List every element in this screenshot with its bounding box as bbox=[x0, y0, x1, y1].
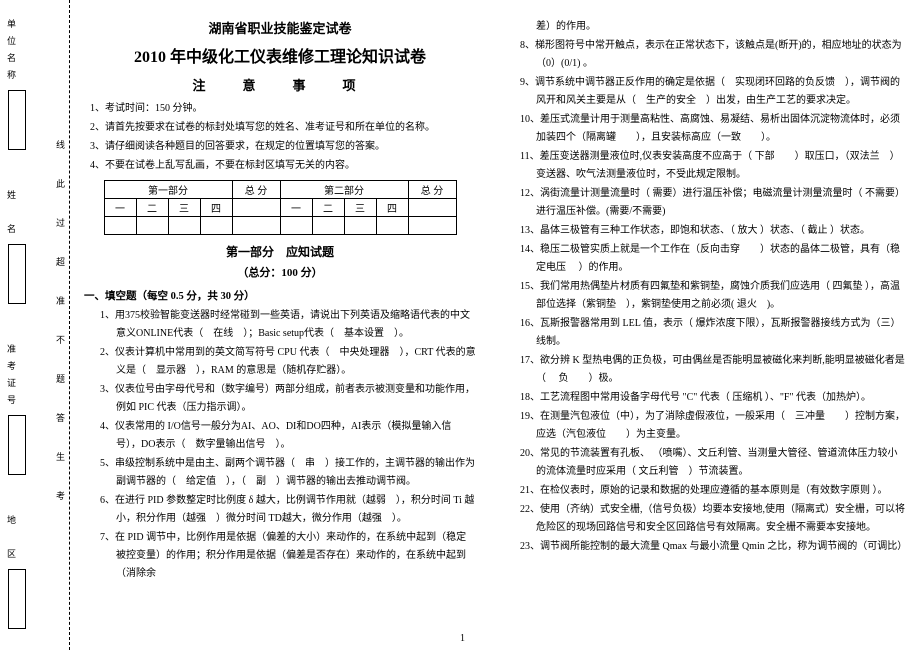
question: 9、调节系统中调节器正反作用的确定是依据（ 实现闭环回路的负反馈 ），调节阀的风… bbox=[504, 74, 906, 110]
table-cell bbox=[168, 217, 200, 235]
question-cont: 差）的作用。 bbox=[504, 18, 906, 36]
page-number: 1 bbox=[460, 633, 465, 644]
notice-title: 注 意 事 项 bbox=[84, 75, 476, 94]
table-cell: 四 bbox=[200, 199, 232, 217]
question: 19、在测量汽包液位（中），为了消除虚假液位，一般采用（ 三冲量 ）控制方案，应… bbox=[504, 408, 906, 444]
question: 12、涡街流量计测量流量时（ 需要）进行温压补偿；电磁流量计测量流量时（ 不需要… bbox=[504, 185, 906, 221]
question: 21、在检仪表时，原始的记录和数据的处理应遵循的基本原则是（有效数字原则 ）。 bbox=[504, 482, 906, 500]
score-table: 第一部分 总 分 第二部分 总 分 一 二 三 四 一 二 三 四 bbox=[104, 180, 457, 235]
margin-box bbox=[8, 415, 26, 475]
instruction: 2、请首先按要求在试卷的标封处填写您的姓名、准考证号和所在单位的名称。 bbox=[84, 119, 476, 136]
table-cell bbox=[104, 217, 136, 235]
question: 7、在 PID 调节中，比例作用是依据（偏差的大小）来动作的，在系统中起到（稳定… bbox=[84, 529, 476, 583]
question: 1、用375校验智能变送器时经常碰到一些英语，请说出下列英语及缩略语代表的中文意… bbox=[84, 307, 476, 343]
table-cell bbox=[408, 217, 456, 235]
question: 6、在进行 PID 参数整定时比例度 δ 越大，比例调节作用就（越弱 ），积分时… bbox=[84, 492, 476, 528]
question: 4、仪表常用的 I/O信号一般分为AI、AO、DI和DO四种，AI表示（模拟量输… bbox=[84, 418, 476, 454]
question: 5、串级控制系统中是由主、副两个调节器（ 串 ）接工作的，主调节器的输出作为副调… bbox=[84, 455, 476, 491]
question: 13、晶体三极管有三种工作状态，即饱和状态、（ 放大 ）状态、（ 截止 ）状态。 bbox=[504, 222, 906, 240]
right-column: 差）的作用。 8、梯形图符号中常开触点，表示在正常状态下，该触点是(断开)的，相… bbox=[490, 0, 920, 650]
table-cell: 一 bbox=[280, 199, 312, 217]
question: 18、工艺流程图中常用设备字母代号 "C" 代表（ 压缩机 ）、"F" 代表（加… bbox=[504, 389, 906, 407]
table-cell: 四 bbox=[376, 199, 408, 217]
table-cell bbox=[232, 199, 280, 217]
table-header: 总 分 bbox=[232, 181, 280, 199]
question: 11、差压变送器测量液位时,仪表安装高度不应高于（ 下部 ）取压口，（双法兰 ）… bbox=[504, 148, 906, 184]
org-title: 湖南省职业技能鉴定试卷 bbox=[84, 18, 476, 37]
question: 17、欲分辨 K 型热电偶的正负极，可由偶丝是否能明显被磁化来判断,能明显被磁化… bbox=[504, 352, 906, 388]
cut-line-text: 线 此 过 超 准 不 题 答 生 考 bbox=[54, 0, 67, 650]
left-column: 湖南省职业技能鉴定试卷 2010 年中级化工仪表维修工理论知识试卷 注 意 事 … bbox=[70, 0, 490, 650]
table-cell bbox=[200, 217, 232, 235]
question: 16、瓦斯报警器常用到 LEL 值，表示（ 爆炸浓度下限），瓦斯报警器接线方式为… bbox=[504, 315, 906, 351]
table-cell bbox=[408, 199, 456, 217]
margin-label-region: 地 区 bbox=[5, 515, 18, 566]
table-cell: 三 bbox=[344, 199, 376, 217]
table-cell: 二 bbox=[136, 199, 168, 217]
table-cell: 一 bbox=[104, 199, 136, 217]
margin-label-name: 姓 名 bbox=[5, 190, 18, 241]
question: 20、常见的节流装置有孔板、 （喷嘴）、文丘利管、当测量大管径、管道流体压力较小… bbox=[504, 445, 906, 481]
exam-title: 2010 年中级化工仪表维修工理论知识试卷 bbox=[84, 43, 476, 67]
margin-boxes: 单位名称 姓 名 准考证号 地 区 bbox=[5, 0, 29, 650]
instruction: 3、请仔细阅读各种题目的回答要求，在规定的位置填写您的答案。 bbox=[84, 138, 476, 155]
table-cell bbox=[344, 217, 376, 235]
margin-label-unit: 单位名称 bbox=[5, 19, 18, 87]
margin-box bbox=[8, 244, 26, 304]
table-cell bbox=[232, 217, 280, 235]
margin-label-id: 准考证号 bbox=[5, 344, 18, 412]
question: 8、梯形图符号中常开触点，表示在正常状态下，该触点是(断开)的，相应地址的状态为… bbox=[504, 37, 906, 73]
table-cell: 二 bbox=[312, 199, 344, 217]
question: 22、使用（齐纳）式安全栅,（信号负极）均要本安接地,使用（隔离式）安全栅，可以… bbox=[504, 501, 906, 537]
question: 14、稳压二极管实质上就是一个工作在（反向击穿 ）状态的晶体二极管，具有（稳定电… bbox=[504, 241, 906, 277]
binding-margin: 单位名称 姓 名 准考证号 地 区 线 此 过 超 准 不 题 答 生 考 bbox=[0, 0, 70, 650]
question: 15、我们常用热偶垫片材质有四氟垫和紫铜垫，腐蚀介质我们应选用（ 四氟垫 ），高… bbox=[504, 278, 906, 314]
question: 23、调节阀所能控制的最大流量 Qmax 与最小流量 Qmin 之比，称为调节阀… bbox=[504, 538, 906, 556]
part1-sub: （总分：100 分） bbox=[84, 264, 476, 280]
section-a-title: 一、填空题（每空 0.5 分，共 30 分） bbox=[84, 288, 476, 303]
table-header: 第二部分 bbox=[280, 181, 408, 199]
margin-box bbox=[8, 569, 26, 629]
table-cell bbox=[280, 217, 312, 235]
question: 3、仪表位号由字母代号和（数字编号）两部分组成，前者表示被测变量和功能作用，例如… bbox=[84, 381, 476, 417]
instruction: 4、不要在试卷上乱写乱画，不要在标封区填写无关的内容。 bbox=[84, 157, 476, 174]
table-header: 第一部分 bbox=[104, 181, 232, 199]
table-header: 总 分 bbox=[408, 181, 456, 199]
table-cell bbox=[376, 217, 408, 235]
table-cell: 三 bbox=[168, 199, 200, 217]
table-cell bbox=[312, 217, 344, 235]
question: 2、仪表计算机中常用到的英文简写符号 CPU 代表（ 中央处理器 ），CRT 代… bbox=[84, 344, 476, 380]
margin-box bbox=[8, 90, 26, 150]
table-cell bbox=[136, 217, 168, 235]
instruction: 1、考试时间：150 分钟。 bbox=[84, 100, 476, 117]
part1-title: 第一部分 应知试题 bbox=[84, 243, 476, 260]
question: 10、差压式流量计用于测量高粘性、高腐蚀、易凝结、易析出固体沉淀物流体时，必须加… bbox=[504, 111, 906, 147]
